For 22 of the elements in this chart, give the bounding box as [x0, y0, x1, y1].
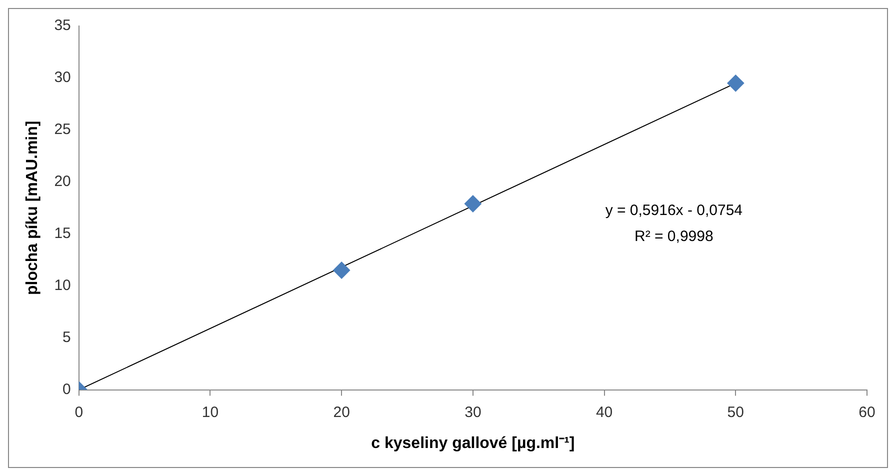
x-tick-label: 60 [858, 404, 876, 421]
x-tick-label: 50 [727, 404, 744, 421]
x-tick-label: 10 [202, 404, 219, 421]
annotation: y = 0,5916x - 0,0754 [605, 202, 743, 220]
x-tick-label: 40 [596, 404, 613, 421]
y-tick-label: 15 [54, 225, 71, 242]
x-tick-label: 20 [333, 404, 350, 421]
y-tick-label: 5 [62, 328, 71, 346]
annotation: R² = 0,9998 [634, 228, 714, 246]
point [333, 262, 350, 279]
y-tick-label: 20 [54, 173, 71, 190]
x-axis-title: c kyseliny gallové [µg.ml⁻¹] [371, 434, 575, 452]
point [464, 195, 482, 212]
y-tick-label: 10 [54, 277, 71, 294]
y-tick-label: 0 [62, 380, 71, 398]
x-tick-label: 30 [464, 404, 482, 421]
y-axis-title: plocha píku [mAU.min] [24, 120, 42, 296]
point [727, 74, 744, 92]
y-tick-label: 25 [54, 121, 71, 138]
x-tick-label: 0 [74, 404, 84, 421]
y-tick-label: 30 [54, 69, 71, 86]
y-tick-label: 35 [54, 17, 71, 34]
